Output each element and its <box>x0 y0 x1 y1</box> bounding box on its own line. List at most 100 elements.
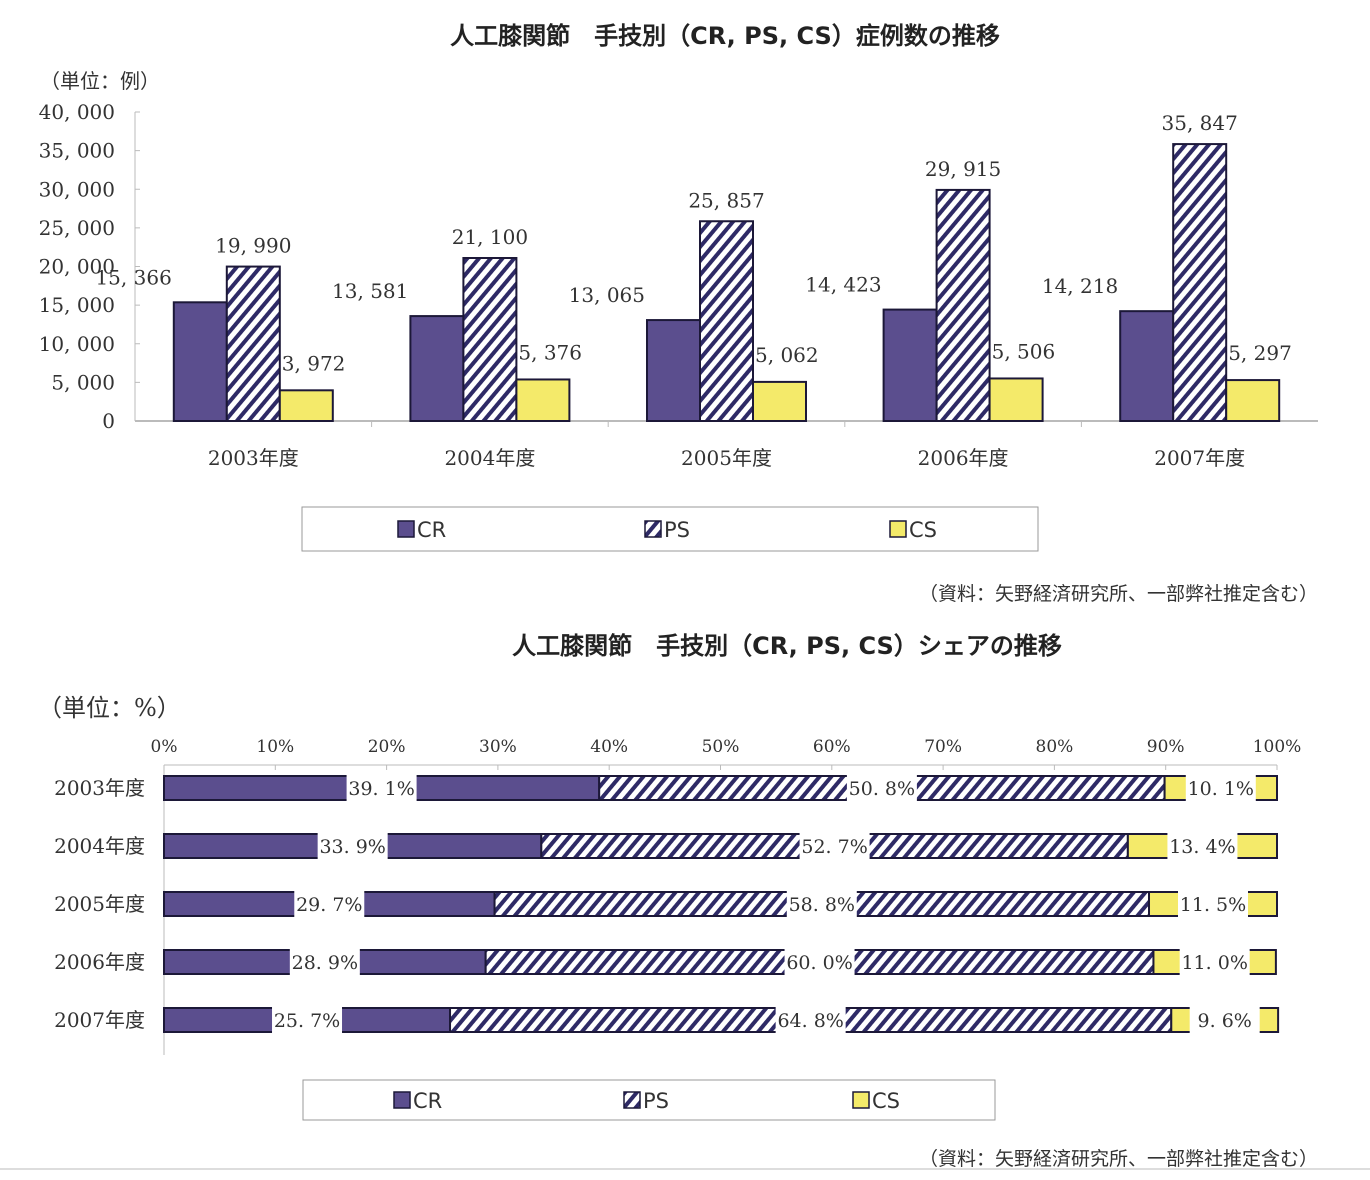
legend-label-cs: CS <box>909 518 937 542</box>
data-label-cr: 14, 218 <box>1042 274 1118 298</box>
data-label-cr: 25. 7% <box>274 1010 340 1032</box>
data-label-bg <box>784 948 855 976</box>
x-tick-label: 100% <box>1253 737 1302 757</box>
y-tick-label: 40, 000 <box>39 100 115 124</box>
bar-cr <box>882 308 938 423</box>
chart1-source: （資料：矢野経済研究所、一部弊社推定含む） <box>919 583 1318 605</box>
data-label-ps: 58. 8% <box>789 894 855 916</box>
data-label-cr: 13, 065 <box>569 283 645 307</box>
x-tick-label: 30% <box>479 737 517 757</box>
data-label-ps: 52. 7% <box>801 836 867 858</box>
data-label-bg <box>272 1006 343 1034</box>
x-tick-label: 10% <box>256 737 294 757</box>
data-label-ps: 50. 8% <box>849 778 915 800</box>
data-label-cr: 14, 423 <box>805 273 881 297</box>
data-label-ps: 21, 100 <box>452 225 528 249</box>
data-label-bg <box>317 832 388 860</box>
y-tick-label: 20, 000 <box>39 255 115 279</box>
x-tick-label: 50% <box>702 737 740 757</box>
x-tick-label: 40% <box>590 737 628 757</box>
chart2-unit-label: （単位：%） <box>38 694 181 722</box>
x-tick-label: 2007年度 <box>1154 446 1245 470</box>
x-tick-label: 2003年度 <box>208 446 299 470</box>
data-label-cs: 5, 297 <box>1228 341 1292 365</box>
x-tick-label: 2004年度 <box>444 446 535 470</box>
legend-swatch-cs <box>889 520 907 538</box>
legend-label-cr: CR <box>417 518 446 542</box>
legend-label-ps: PS <box>664 518 690 542</box>
chart2-source: （資料：矢野経済研究所、一部弊社推定含む） <box>919 1148 1318 1170</box>
data-label-cs: 9. 6% <box>1198 1010 1252 1032</box>
y-tick-label: 2007年度 <box>54 1008 145 1032</box>
x-tick-label: 70% <box>924 737 962 757</box>
bar-ps <box>699 220 754 422</box>
data-label-ps: 25, 857 <box>688 188 764 212</box>
bar-cr <box>646 319 701 422</box>
chart1-unit-label: （単位：例） <box>40 69 160 93</box>
data-label-cs: 5, 062 <box>755 343 819 367</box>
x-tick-label: 60% <box>813 737 851 757</box>
data-label-bg <box>1178 890 1249 918</box>
legend-label-ps: PS <box>643 1089 669 1113</box>
legend-swatch-cr <box>397 520 415 538</box>
bar-cr <box>1119 310 1175 423</box>
data-label-cs: 13. 4% <box>1169 836 1235 858</box>
data-label-bg <box>799 832 870 860</box>
data-label-bg <box>1189 1006 1260 1034</box>
y-tick-label: 35, 000 <box>39 139 115 163</box>
legend-swatch-ps <box>644 520 662 538</box>
y-tick-label: 15, 000 <box>39 293 115 317</box>
data-label-bg <box>1179 948 1250 976</box>
data-label-cr: 29. 7% <box>296 894 362 916</box>
data-label-cr: 33. 9% <box>319 836 385 858</box>
y-tick-label: 2003年度 <box>54 776 145 800</box>
legend-swatch-cs <box>852 1091 870 1109</box>
y-tick-label: 0 <box>102 409 115 433</box>
y-tick-label: 2005年度 <box>54 892 145 916</box>
x-tick-label: 20% <box>368 737 406 757</box>
legend-box <box>302 1079 996 1121</box>
data-label-bg <box>1167 832 1238 860</box>
data-label-cs: 10. 1% <box>1188 778 1254 800</box>
data-label-ps: 35, 847 <box>1162 111 1238 135</box>
data-label-cs: 11. 0% <box>1181 952 1247 974</box>
data-label-cr: 15, 366 <box>95 265 171 289</box>
bar-ps <box>1172 143 1228 422</box>
bar-cs <box>988 377 1044 423</box>
bar-ps <box>225 265 281 422</box>
y-tick-label: 30, 000 <box>39 177 115 201</box>
data-label-bg <box>786 890 857 918</box>
legend-label-cs: CS <box>872 1089 900 1113</box>
y-tick-label: 25, 000 <box>39 216 115 240</box>
data-label-ps: 64. 8% <box>777 1010 843 1032</box>
data-label-cs: 5, 506 <box>992 339 1056 363</box>
x-tick-label: 2005年度 <box>681 446 772 470</box>
data-label-bg <box>846 774 917 802</box>
data-label-ps: 60. 0% <box>786 952 852 974</box>
bar-cr <box>409 315 465 422</box>
y-tick-label: 5, 000 <box>51 370 115 394</box>
x-tick-label: 80% <box>1036 737 1074 757</box>
data-label-bg <box>775 1006 846 1034</box>
legend-box <box>301 506 1039 552</box>
data-label-cr: 28. 9% <box>292 952 358 974</box>
legend-swatch-cr <box>393 1091 411 1109</box>
chart1-title: 人工膝関節 手技別（CR, PS, CS）症例数の推移 <box>450 22 1000 50</box>
data-label-ps: 19, 990 <box>215 234 291 258</box>
y-tick-label: 2006年度 <box>54 950 145 974</box>
legend-swatch-ps <box>623 1091 641 1109</box>
bar-cr <box>172 301 228 422</box>
chart2-title: 人工膝関節 手技別（CR, PS, CS）シェアの推移 <box>512 632 1062 660</box>
y-tick-label: 2004年度 <box>54 834 145 858</box>
data-label-ps: 29, 915 <box>925 157 1001 181</box>
chart2-plot: 0% 10% 20% 30% 40% 50% 60% 70% 80% 90% 100% 2003年度 3… <box>54 737 1302 1121</box>
bar-ps <box>935 188 991 422</box>
data-label-cs: 3, 972 <box>282 351 346 375</box>
bar-cs <box>515 378 571 422</box>
y-tick-label: 10, 000 <box>39 332 115 356</box>
data-label-bg <box>294 890 365 918</box>
chart1-plot: 0 5, 000 10, 000 15, 000 20, 000 25, 000 30, 0… <box>39 100 1318 552</box>
x-tick-label: 2006年度 <box>918 446 1009 470</box>
bar-cs <box>752 380 807 423</box>
